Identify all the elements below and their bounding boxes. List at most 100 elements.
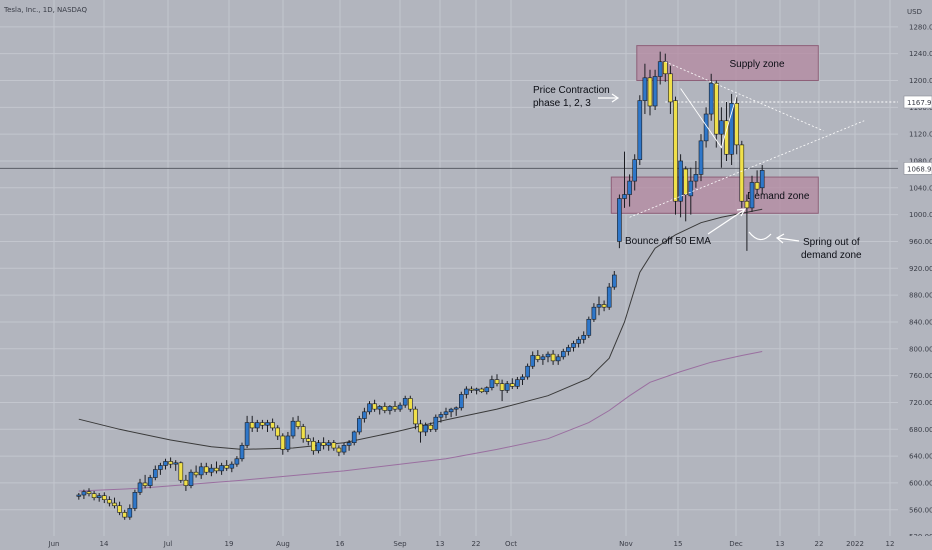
candle-body bbox=[265, 422, 270, 426]
candle-body bbox=[209, 467, 214, 473]
candle-body bbox=[300, 426, 306, 439]
candle-body bbox=[647, 77, 653, 107]
candle bbox=[372, 399, 377, 412]
candle bbox=[566, 344, 571, 356]
candle-body bbox=[387, 406, 393, 411]
candle-body bbox=[576, 339, 581, 344]
candle-body bbox=[311, 441, 316, 452]
candle bbox=[494, 374, 500, 387]
spring-line-2: demand zone bbox=[801, 250, 862, 261]
candle bbox=[356, 415, 362, 435]
candle-body bbox=[275, 427, 281, 437]
candle bbox=[703, 107, 709, 148]
candle-body bbox=[586, 318, 592, 336]
candle bbox=[382, 402, 388, 414]
candle-body bbox=[428, 424, 434, 430]
currency-label: USD bbox=[907, 8, 922, 16]
candle bbox=[275, 425, 281, 440]
candle bbox=[214, 461, 219, 474]
y-tick-label: 1080.00 bbox=[909, 157, 932, 165]
contraction-arrow-head bbox=[611, 93, 620, 103]
candle bbox=[316, 440, 321, 454]
candle bbox=[499, 379, 505, 402]
candle-body bbox=[239, 445, 245, 460]
candle-body bbox=[224, 465, 229, 469]
candle bbox=[239, 442, 245, 462]
candle-body bbox=[642, 77, 648, 101]
candle bbox=[249, 415, 255, 432]
candle-body bbox=[86, 491, 92, 494]
candle bbox=[668, 65, 673, 115]
y-tick-label: 960.00 bbox=[909, 238, 932, 246]
candle bbox=[178, 461, 184, 483]
candle bbox=[611, 270, 617, 290]
contraction-line-1: Price Contraction bbox=[533, 85, 610, 96]
x-tick-label: 2022 bbox=[846, 540, 864, 548]
candle-body bbox=[193, 471, 199, 476]
candle bbox=[698, 134, 704, 182]
candle-body bbox=[413, 408, 418, 425]
x-axis-bg bbox=[0, 536, 932, 550]
candle-body bbox=[147, 477, 153, 486]
overlay: Price Contraction phase 1, 2, 3 Bounce off… bbox=[533, 61, 865, 261]
x-tick-label: 13 bbox=[436, 540, 445, 548]
candle-body bbox=[617, 198, 622, 242]
candle-body bbox=[489, 379, 495, 388]
last-price-tag: 1068.96 bbox=[907, 165, 932, 173]
candle bbox=[535, 350, 541, 363]
candle bbox=[127, 504, 133, 520]
candle-body bbox=[362, 411, 367, 419]
candle-body bbox=[571, 343, 576, 348]
candle-body bbox=[504, 383, 510, 391]
candle-body bbox=[581, 335, 587, 340]
y-tick-label: 600.00 bbox=[909, 479, 932, 487]
candle-body bbox=[76, 494, 82, 497]
resistance-tag: 1167.92 bbox=[907, 99, 932, 107]
candle-body bbox=[142, 482, 148, 486]
candle bbox=[280, 433, 286, 455]
candle-body bbox=[392, 406, 398, 410]
candle bbox=[484, 386, 490, 395]
candle bbox=[754, 170, 760, 195]
candle bbox=[509, 378, 515, 390]
candle-body bbox=[290, 420, 296, 437]
demand-zone bbox=[610, 176, 819, 214]
candles bbox=[76, 51, 765, 520]
candle-body bbox=[198, 466, 204, 476]
candle-body bbox=[525, 365, 530, 378]
x-tick-label: 12 bbox=[886, 540, 895, 548]
candle-body bbox=[204, 466, 209, 473]
candle-body bbox=[244, 422, 250, 446]
bounce-arrow-head bbox=[736, 208, 747, 217]
candle-body bbox=[749, 182, 755, 209]
candle bbox=[596, 296, 602, 316]
candle-body bbox=[566, 347, 571, 352]
candle bbox=[346, 440, 352, 451]
candle-body bbox=[397, 404, 403, 410]
candle-body bbox=[622, 194, 627, 199]
candle bbox=[367, 401, 372, 415]
candle bbox=[576, 336, 581, 348]
candle bbox=[336, 445, 342, 457]
candle bbox=[591, 303, 597, 322]
y-tick-label: 1040.00 bbox=[909, 184, 932, 192]
candle bbox=[122, 509, 127, 520]
candle-body bbox=[188, 471, 194, 486]
candle-body bbox=[407, 398, 413, 410]
candle bbox=[708, 73, 714, 121]
candle bbox=[402, 395, 408, 408]
y-tick-label: 840.00 bbox=[909, 318, 932, 326]
y-tick-label: 1200.00 bbox=[909, 77, 932, 85]
candle bbox=[117, 501, 122, 516]
candle bbox=[183, 474, 189, 491]
ema200-line bbox=[78, 351, 763, 492]
candle-body bbox=[668, 73, 673, 103]
candle-body bbox=[127, 508, 133, 518]
ema50-line bbox=[78, 208, 763, 450]
candle-body bbox=[713, 82, 719, 135]
candle-body bbox=[331, 442, 337, 449]
header-symbol: Tesla, Inc., 1D, NASDAQ bbox=[3, 6, 87, 14]
candle-body bbox=[433, 416, 439, 430]
candle-body bbox=[249, 422, 255, 429]
